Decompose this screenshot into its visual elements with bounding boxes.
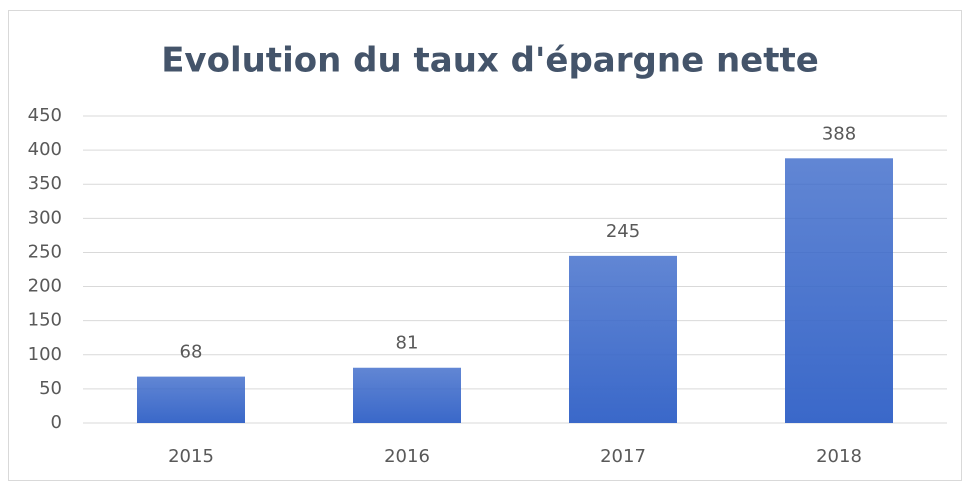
bar	[569, 255, 677, 423]
y-tick-label: 450	[28, 105, 62, 126]
y-tick-label: 400	[28, 139, 62, 160]
y-tick-label: 100	[28, 344, 62, 365]
y-tick-label: 150	[28, 310, 62, 331]
bar	[353, 367, 461, 423]
y-tick-label: 350	[28, 173, 62, 194]
y-tick-label: 50	[39, 378, 62, 399]
y-tick-label: 300	[28, 207, 62, 228]
x-tick-label: 2015	[168, 446, 214, 467]
y-tick-label: 200	[28, 276, 62, 297]
x-tick-label: 2016	[384, 446, 430, 467]
x-tick-label: 2018	[816, 446, 862, 467]
data-label: 388	[822, 123, 856, 144]
x-tick-label: 2017	[600, 446, 646, 467]
bar	[785, 158, 893, 423]
chart-title: Evolution du taux d'épargne nette	[161, 41, 819, 81]
y-tick-label: 250	[28, 241, 62, 262]
data-label: 68	[180, 342, 203, 363]
y-tick-label: 0	[51, 412, 62, 433]
data-label: 81	[396, 333, 419, 354]
bar	[137, 376, 245, 423]
data-label: 245	[606, 221, 640, 242]
